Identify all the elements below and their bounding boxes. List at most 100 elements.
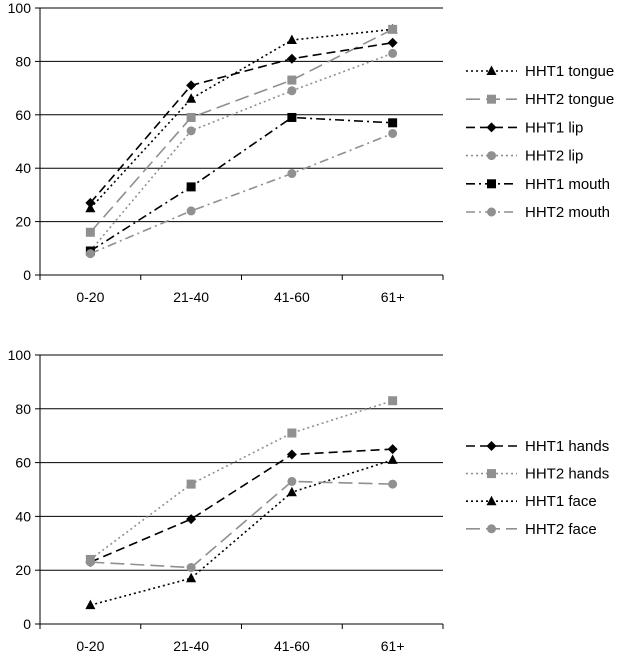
legend-entry: HHT2 mouth bbox=[466, 204, 610, 221]
y-tick-label: 20 bbox=[15, 562, 31, 578]
series-hht2-hands bbox=[85, 396, 398, 564]
legend-entry: HHT1 tongue bbox=[466, 63, 614, 80]
data-point bbox=[186, 563, 196, 573]
series-line bbox=[89, 116, 393, 252]
y-tick-label: 100 bbox=[8, 0, 32, 16]
data-point bbox=[85, 197, 96, 208]
series-line bbox=[90, 459, 393, 606]
y-tick-label: 40 bbox=[15, 160, 31, 176]
data-point bbox=[186, 80, 197, 91]
legend-label: HHT1 face bbox=[525, 493, 597, 510]
data-point bbox=[287, 428, 297, 438]
legend-entry: HHT1 face bbox=[466, 493, 597, 510]
y-tick-label: 80 bbox=[15, 401, 31, 417]
legend-marker bbox=[486, 441, 497, 451]
legend-entry: HHT1 hands bbox=[466, 438, 609, 455]
top-chart: 0 20 40 60 80 100 0-20 21-40 41-60 61+ HHT1 tongue… bbox=[8, 0, 615, 305]
x-tick-label: 21-40 bbox=[173, 638, 209, 654]
series-line bbox=[90, 132, 393, 255]
legend-marker bbox=[487, 94, 496, 104]
legend-label: HHT2 hands bbox=[525, 466, 609, 483]
data-point bbox=[286, 486, 297, 497]
legend-entry: HHT2 face bbox=[466, 521, 597, 538]
legend-entry: HHT2 tongue bbox=[466, 91, 614, 108]
data-point bbox=[287, 112, 297, 122]
series-line bbox=[89, 41, 393, 204]
data-point bbox=[85, 599, 96, 610]
legend-marker bbox=[487, 524, 496, 534]
series-line bbox=[89, 399, 393, 561]
y-tick-label: 0 bbox=[23, 616, 31, 632]
data-point bbox=[186, 182, 196, 192]
legend-marker bbox=[487, 469, 496, 479]
series-line bbox=[89, 28, 393, 209]
data-point bbox=[387, 454, 398, 464]
data-point bbox=[85, 249, 95, 259]
x-tick-label: 41-60 bbox=[274, 289, 310, 305]
x-tick-label: 61+ bbox=[381, 289, 405, 305]
data-point bbox=[287, 476, 297, 486]
x-tick-label: 0-20 bbox=[76, 638, 104, 654]
data-point bbox=[286, 449, 297, 460]
x-tick-label: 41-60 bbox=[274, 638, 310, 654]
y-tick-label: 80 bbox=[15, 53, 31, 69]
legend-entry: HHT2 lip bbox=[466, 148, 583, 165]
data-point bbox=[287, 169, 297, 179]
legend-label: HHT1 tongue bbox=[525, 63, 614, 80]
series-hht1-lip bbox=[85, 37, 398, 208]
data-point bbox=[186, 514, 197, 525]
data-point bbox=[286, 34, 297, 45]
y-tick-label: 20 bbox=[15, 214, 31, 230]
series-line bbox=[89, 52, 393, 252]
data-point bbox=[388, 128, 398, 138]
data-point bbox=[388, 48, 398, 58]
legend-marker bbox=[486, 495, 497, 506]
series-hht2-lip bbox=[85, 48, 398, 256]
series-hht2-tongue bbox=[85, 24, 398, 237]
x-tick-label: 21-40 bbox=[173, 289, 209, 305]
x-tick-label: 61+ bbox=[381, 638, 405, 654]
data-point bbox=[286, 53, 297, 64]
y-tick-label: 100 bbox=[8, 347, 32, 363]
data-point bbox=[387, 37, 398, 48]
data-point bbox=[388, 24, 398, 34]
data-point bbox=[287, 86, 297, 96]
legend-marker bbox=[487, 179, 496, 189]
x-tick-label: 0-20 bbox=[76, 289, 104, 305]
legend-label: HHT1 mouth bbox=[525, 176, 610, 193]
data-point bbox=[388, 396, 398, 406]
legend-entry: HHT1 mouth bbox=[466, 176, 610, 193]
data-point bbox=[186, 572, 197, 583]
legend-entry: HHT2 hands bbox=[466, 466, 609, 483]
data-point bbox=[186, 126, 196, 136]
data-point bbox=[186, 93, 197, 103]
legend-label: HHT2 mouth bbox=[525, 204, 610, 221]
legend-entry: HHT1 lip bbox=[466, 119, 583, 136]
y-tick-label: 60 bbox=[15, 107, 31, 123]
legend-label: HHT1 hands bbox=[525, 438, 609, 455]
series-line bbox=[89, 28, 393, 233]
series-line bbox=[90, 480, 393, 569]
legend-label: HHT2 lip bbox=[525, 148, 583, 165]
data-point bbox=[186, 206, 196, 216]
legend-marker bbox=[486, 122, 497, 133]
legend-label: HHT1 lip bbox=[525, 119, 583, 136]
series-hht1-face bbox=[85, 454, 398, 610]
series-line bbox=[90, 448, 393, 563]
data-point bbox=[186, 112, 196, 122]
data-point bbox=[287, 75, 297, 85]
data-point bbox=[388, 479, 398, 489]
y-tick-label: 40 bbox=[15, 508, 31, 524]
series-hht2-face bbox=[85, 476, 398, 573]
series-hht2-mouth bbox=[85, 128, 398, 259]
legend-marker bbox=[486, 65, 497, 75]
bottom-chart: 0 20 40 60 80 100 0-20 21-40 41-60 61+ HHT1 hands H… bbox=[8, 347, 610, 654]
data-point bbox=[186, 479, 196, 489]
data-point bbox=[85, 557, 95, 567]
legend-marker bbox=[487, 151, 496, 161]
y-tick-label: 60 bbox=[15, 455, 31, 471]
legend-marker bbox=[487, 207, 496, 217]
legend-label: HHT2 face bbox=[525, 521, 597, 538]
data-point bbox=[387, 444, 398, 455]
